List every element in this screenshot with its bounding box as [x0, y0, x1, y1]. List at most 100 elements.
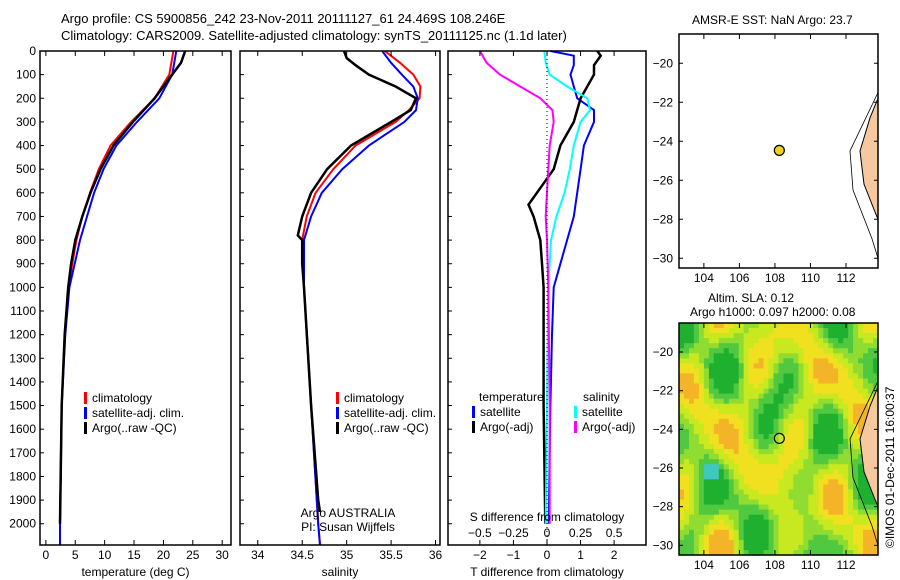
- heatmap-cell: [808, 484, 814, 491]
- heatmap-cell: [713, 413, 720, 420]
- heatmap-cell: [803, 479, 809, 485]
- heatmap-cell: [723, 343, 730, 349]
- heatmap-cell: [684, 484, 690, 491]
- heatmap-cell: [818, 373, 824, 380]
- heatmap-cell: [868, 333, 874, 339]
- heatmap-cell: [713, 368, 720, 375]
- heatmap-cell: [868, 529, 874, 536]
- heatmap-cell: [858, 479, 864, 485]
- heatmap-cell: [728, 343, 735, 349]
- heatmap-cell: [713, 343, 720, 349]
- heatmap-cell: [733, 333, 740, 339]
- heatmap-cell: [708, 504, 715, 511]
- series-line-salinity-0: [301, 50, 422, 546]
- heatmap-cell: [738, 499, 745, 506]
- heatmap-cell: [738, 469, 745, 475]
- heatmap-cell: [858, 499, 864, 506]
- heatmap-cell: [843, 428, 849, 435]
- heatmap-cell: [748, 418, 755, 425]
- heatmap-cell: [868, 363, 874, 369]
- heatmap-cell: [693, 363, 700, 369]
- heatmap-cell: [703, 368, 710, 375]
- heatmap-cell: [788, 333, 795, 339]
- heatmap-cell: [689, 373, 695, 380]
- heatmap-cell: [748, 494, 755, 501]
- x-tick-label: 0: [43, 548, 50, 562]
- heatmap-cell: [693, 474, 700, 480]
- heatmap-cell: [843, 519, 849, 526]
- heatmap-cell: [773, 509, 780, 516]
- heatmap-cell: [813, 363, 819, 369]
- heatmap-cell: [818, 474, 824, 480]
- heatmap-cell: [698, 479, 705, 485]
- heatmap-cell: [743, 489, 750, 496]
- x-axis-label: temperature (deg C): [81, 565, 189, 579]
- heatmap-cell: [758, 474, 765, 480]
- heatmap-cell: [728, 464, 735, 470]
- heatmap-cell: [728, 444, 735, 450]
- heatmap-cell: [873, 504, 879, 511]
- heatmap-cell: [703, 539, 710, 546]
- map-frame-sla_map: [678, 322, 879, 556]
- heatmap-cell: [788, 529, 795, 536]
- heatmap-cell: [833, 373, 839, 380]
- heatmap-cell: [768, 494, 775, 501]
- heatmap-cell: [803, 378, 809, 385]
- heatmap-cell: [798, 333, 804, 339]
- heatmap-cell: [718, 328, 725, 334]
- heatmap-cell: [863, 539, 869, 546]
- heatmap-cell: [728, 439, 735, 445]
- heatmap-cell: [773, 398, 780, 405]
- heatmap-cell: [788, 323, 795, 329]
- heatmap-cell: [718, 388, 725, 395]
- heatmap-cell: [753, 509, 760, 516]
- legend-item-label: climatology: [92, 391, 152, 405]
- heatmap-cell: [813, 383, 819, 390]
- heatmap-cell: [863, 529, 869, 536]
- heatmap-cell: [813, 358, 819, 364]
- heatmap-cell: [748, 398, 755, 405]
- y-tick-label: 1100: [10, 304, 36, 318]
- lat-tick-label: −24: [653, 134, 674, 148]
- heatmap-cell: [773, 464, 780, 470]
- heatmap-cell: [684, 393, 690, 400]
- heatmap-cell: [748, 388, 755, 395]
- heatmap-cell: [684, 550, 690, 556]
- heatmap-cell: [743, 544, 750, 551]
- heatmap-cell: [823, 423, 829, 430]
- heatmap-cell: [718, 454, 725, 460]
- heatmap-cell: [733, 534, 740, 541]
- heatmap-cell: [818, 333, 824, 339]
- heatmap-cell: [693, 550, 700, 556]
- heatmap-cell: [723, 398, 730, 405]
- heatmap-cell: [768, 398, 775, 405]
- heatmap-cell: [718, 439, 725, 445]
- heatmap-cell: [798, 514, 804, 521]
- heatmap-cell: [793, 423, 799, 430]
- heatmap-cell: [738, 323, 745, 329]
- heatmap-cell: [689, 408, 695, 415]
- heatmap-cell: [684, 418, 690, 425]
- heatmap-cell: [783, 509, 790, 516]
- y-tick-label: 600: [16, 186, 36, 200]
- heatmap-cell: [758, 499, 765, 506]
- heatmap-cell: [788, 519, 795, 526]
- heatmap-cell: [743, 383, 750, 390]
- heatmap-cell: [833, 408, 839, 415]
- heatmap-cell: [758, 534, 765, 541]
- heatmap-cell: [838, 489, 844, 496]
- heatmap-cell: [848, 550, 854, 556]
- heatmap-cell: [763, 484, 770, 491]
- heatmap-cell: [793, 338, 799, 344]
- heatmap-cell: [823, 398, 829, 405]
- heatmap-cell: [703, 398, 710, 405]
- heatmap-cell: [728, 328, 735, 334]
- heatmap-cell: [689, 439, 695, 445]
- y-tick-label: 700: [16, 209, 36, 223]
- heatmap-cell: [718, 333, 725, 339]
- heatmap-cell: [818, 459, 824, 465]
- heatmap-cell: [783, 534, 790, 541]
- heatmap-cell: [823, 434, 829, 440]
- heatmap-cell: [698, 464, 705, 470]
- heatmap-cell: [798, 388, 804, 395]
